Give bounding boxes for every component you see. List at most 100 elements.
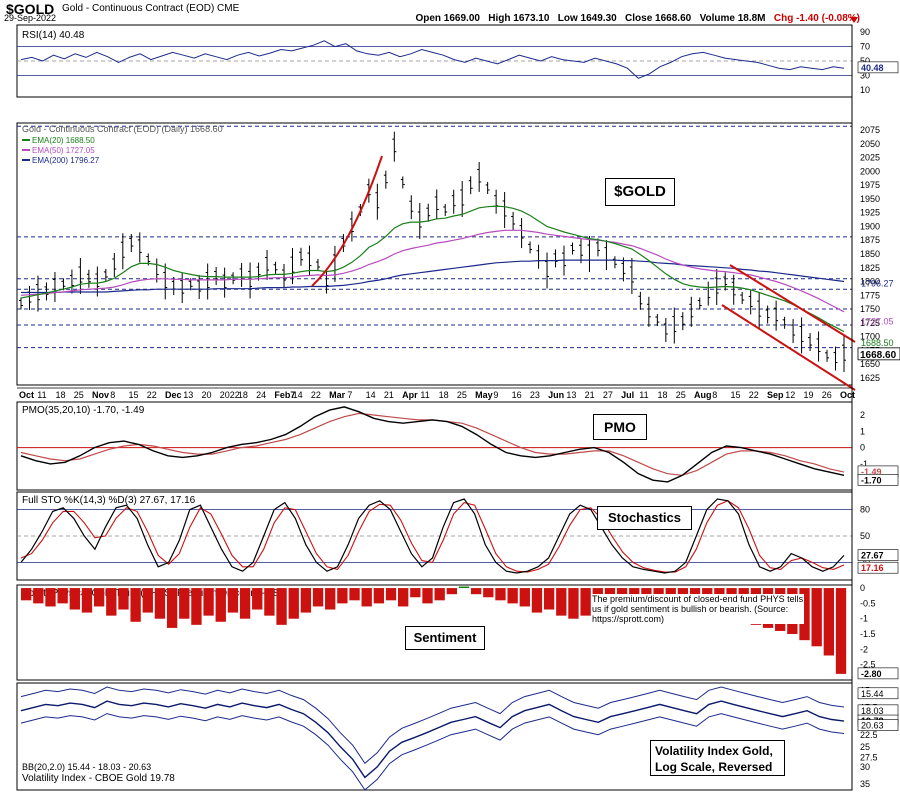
x-axis-label: 18 — [658, 390, 668, 400]
pmo-signal-value: -1.49 — [861, 467, 882, 477]
volatility-tick-label: 30 — [860, 762, 870, 772]
x-axis-label: Oct — [19, 390, 34, 400]
price-tick-label: 1925 — [860, 208, 880, 218]
ohlc-readout: Open 1669.00 High 1673.10 Low 1649.30 Cl… — [415, 13, 860, 24]
x-axis-label: 22 — [147, 390, 157, 400]
sentiment-bar — [106, 588, 117, 616]
x-axis-label: 18 — [439, 390, 449, 400]
x-axis-label: 12 — [785, 390, 795, 400]
sentiment-bar — [531, 588, 543, 613]
x-axis-label: Mar — [329, 390, 346, 400]
price-tick-label: 1850 — [860, 249, 880, 259]
price-tick-label: 2050 — [860, 139, 880, 149]
volatility-title: Volatility Index - CBOE Gold 19.78 — [22, 773, 175, 784]
price-tick-label: 2075 — [860, 125, 880, 135]
sentiment-bar — [337, 588, 348, 604]
x-axis-label: 24 — [256, 390, 266, 400]
pmo-signal-line — [20, 412, 845, 476]
volatility-value-label: 18.03 — [861, 706, 884, 716]
sentiment-bar — [142, 588, 153, 613]
sentiment-tick-label: -1 — [860, 614, 868, 624]
x-axis-label: 11 — [420, 390, 429, 400]
x-axis-label: Oct — [840, 390, 855, 400]
sentiment-bar — [556, 588, 567, 616]
stochastics-k-value: 27.67 — [861, 551, 884, 561]
rsi-title: RSI(14) 40.48 — [22, 30, 85, 41]
channel-lower-line — [721, 304, 856, 391]
sentiment-bar — [458, 586, 470, 589]
legend-entry: EMA(20) 1688.50 — [32, 136, 95, 145]
x-axis-label: 23 — [530, 390, 540, 400]
chart-date: 29-Sep-2022 — [4, 13, 57, 23]
x-axis-label: 14 — [366, 390, 376, 400]
x-axis-label: 11 — [639, 390, 648, 400]
sentiment-bar — [300, 588, 312, 613]
sentiment-bar — [568, 588, 579, 619]
sentiment-bar — [385, 588, 397, 601]
sentiment-bar — [166, 588, 178, 628]
parabolic-trendline — [311, 155, 383, 287]
rsi-tick-label: 50 — [860, 56, 870, 66]
sentiment-bar — [422, 588, 433, 604]
sentiment-bar — [215, 588, 226, 622]
volatility-value-box — [857, 719, 899, 731]
pmo-last-value: -1.70 — [861, 475, 882, 485]
x-axis-label: 25 — [74, 390, 84, 400]
x-axis-label: 18 — [55, 390, 65, 400]
sentiment-bar — [312, 588, 324, 607]
x-axis-label: 21 — [585, 390, 595, 400]
price-tick-label: 1950 — [860, 194, 880, 204]
sentiment-bar — [154, 588, 166, 619]
x-axis-label: Feb7 — [274, 390, 295, 400]
sentiment-bar — [434, 588, 445, 601]
sentiment-bar — [179, 588, 190, 619]
stochastics-k-value-box — [857, 549, 899, 561]
sentiment-tick-label: -2.5 — [860, 660, 876, 670]
sentiment-bar — [349, 588, 360, 601]
sentiment-bar — [446, 588, 457, 595]
volatility-value-label: 20.63 — [861, 721, 884, 731]
sentiment-bar — [45, 588, 56, 607]
volatility-value-box — [857, 687, 899, 700]
stochastics-tick-label: 80 — [860, 505, 870, 515]
x-axis-label: 18 — [238, 390, 248, 400]
x-axis-label: 26 — [822, 390, 832, 400]
sentiment-bar — [543, 588, 555, 610]
x-axis-label: 11 — [37, 390, 46, 400]
price-tick-label: 1900 — [860, 221, 880, 231]
ema-price-label: 1688.50 — [861, 338, 894, 348]
bollinger-lower-band — [20, 713, 845, 791]
sentiment-bar — [470, 588, 482, 595]
sentiment-tick-label: -2 — [860, 644, 868, 654]
volatility-bb-subtitle: BB(20,2.0) 15.44 - 18.03 - 20.63 — [22, 762, 151, 772]
ema-price-label: 1727.05 — [861, 317, 894, 327]
x-axis-label: Sep — [767, 390, 784, 400]
sentiment-bar — [811, 588, 822, 647]
x-axis-label: 2022 — [220, 390, 240, 400]
ema200-line — [21, 259, 845, 294]
sentiment-title: Sprott Physical Gold Trust (PHYS) Premiu… — [22, 588, 285, 599]
x-axis-label: 15 — [731, 390, 741, 400]
x-axis-label: 19 — [804, 390, 814, 400]
sentiment-bar — [373, 588, 385, 604]
channel-upper-line — [729, 264, 856, 343]
x-axis-label: Dec — [165, 390, 182, 400]
sentiment-bar — [361, 588, 372, 607]
stochastics-d-value-box — [857, 561, 899, 574]
legend-entry: EMA(200) 1796.27 — [32, 156, 100, 165]
change-value: Chg -1.40 (-0.08%) — [773, 13, 860, 24]
volatility-tick-label: 25 — [860, 742, 870, 752]
ticker-symbol: $GOLD — [6, 1, 55, 17]
x-axis-label: 8 — [712, 390, 717, 400]
chart-header: $GOLD Gold - Continuous Contract (EOD) C… — [0, 0, 900, 24]
sentiment-bar — [21, 588, 32, 601]
x-axis-label: Jun — [548, 390, 564, 400]
legend-entry: EMA(50) 1727.05 — [32, 146, 95, 155]
price-tick-label: 1775 — [860, 290, 880, 300]
price-title: Gold - Continuous Contract (EOD) (Daily)… — [22, 124, 223, 134]
low-value: Low 1649.30 — [557, 13, 617, 24]
price-tick-label: 1725 — [860, 318, 880, 328]
price-panel — [16, 122, 853, 386]
sentiment-last-value-box — [857, 667, 899, 680]
